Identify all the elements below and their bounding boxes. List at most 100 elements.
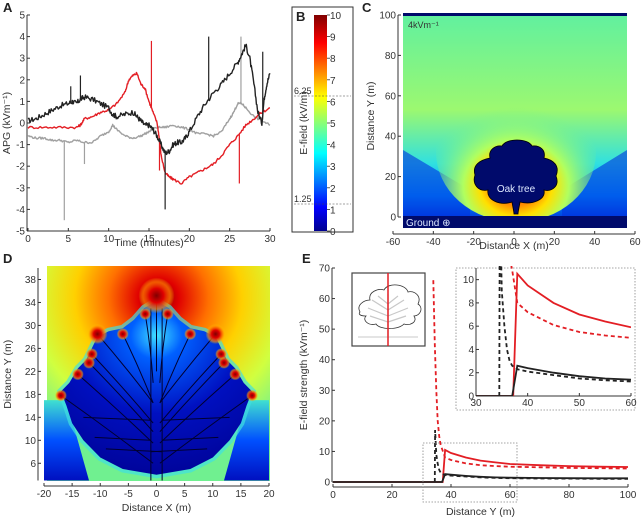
panel-label-e: E <box>302 251 311 266</box>
threshold-label: 1.25 <box>294 194 312 204</box>
tree-branch <box>77 373 154 444</box>
y-tick-label: 100 <box>379 11 396 22</box>
colorbar-tick-label: 8 <box>330 54 336 65</box>
tree-branch <box>162 436 219 441</box>
y-tick-label: 10 <box>319 447 331 458</box>
y-tick-label: 0 <box>390 213 396 224</box>
inset-series-red-solid <box>476 271 631 396</box>
tree-canopy-d <box>60 300 253 475</box>
x-tick-label: -20 <box>37 489 52 500</box>
y-tick-label: 20 <box>319 416 331 427</box>
tree-branch <box>159 373 236 444</box>
y-tick-label: 2 <box>19 75 25 86</box>
tree-branch <box>91 353 154 424</box>
y-tick-label: 22 <box>25 367 37 378</box>
branch-tip-glow <box>246 389 259 402</box>
x-tick-label: -60 <box>386 237 401 248</box>
y-tick-label: 80 <box>385 51 397 62</box>
series-line-black-dashed <box>433 429 629 483</box>
y-tick-label: -4 <box>16 205 25 216</box>
tree-branch <box>88 362 154 433</box>
colorbar-tick-label: 10 <box>330 11 342 22</box>
tree-branch <box>105 448 163 453</box>
colorbar-tick-label: 6 <box>330 97 336 108</box>
inset-y-tick-label: 10 <box>463 275 475 286</box>
x-tick-label: 60 <box>504 490 516 501</box>
panel-d: D -20 -15 -10 -5 0 5 10 15 20 6 10 14 18 22 26 30 34 38 Di… <box>2 251 275 514</box>
panel-label-d: D <box>3 251 12 266</box>
tree-branch <box>94 436 151 441</box>
y-tick-label: 20 <box>385 172 397 183</box>
x-tick-label: 80 <box>563 490 575 501</box>
colorbar-label: E-field (kV/m) <box>298 91 310 155</box>
branch-tip-glow <box>83 356 95 369</box>
x-tick-label: 0 <box>330 490 336 501</box>
low-field-right <box>224 400 269 481</box>
tree-branch <box>162 416 230 421</box>
tree-branch <box>60 395 154 464</box>
ground-band <box>403 216 627 228</box>
inset-series-red-dashed <box>510 266 631 339</box>
x-tick-label: 40 <box>445 490 457 501</box>
y-tick-label: 70 <box>319 264 331 275</box>
inset-y-tick-label: 4 <box>468 345 474 356</box>
x-tick-label: 15 <box>235 489 247 500</box>
branch-tip-glow <box>54 389 67 402</box>
x-tick-label: 20 <box>263 489 275 500</box>
series-line-red <box>27 71 271 185</box>
ground-label: Ground ⊕ <box>406 218 451 229</box>
y-tick-label: 5 <box>19 11 25 22</box>
branch-tip-glow <box>116 328 129 341</box>
inset-y-tick-label: 0 <box>468 392 474 403</box>
tree-branch <box>144 313 154 383</box>
inset-x-tick-label: 40 <box>522 398 534 409</box>
branch-tip-glow <box>184 328 197 341</box>
y-tick-label: 38 <box>25 275 37 286</box>
y-tick-label: 10 <box>25 436 37 447</box>
x-tick-label: 25 <box>224 234 236 245</box>
x-tick-label: 0 <box>25 234 31 245</box>
threshold-label: 6.25 <box>294 86 312 96</box>
branch-tip-glow <box>161 307 174 320</box>
x-axis-label: Time (minutes) <box>114 237 184 249</box>
tree-branch <box>159 395 253 464</box>
y-tick-label: 1 <box>19 97 25 108</box>
series-line-black <box>27 43 271 156</box>
colorbar-tick-label: 1 <box>330 205 336 216</box>
branch-tip-glow <box>71 368 84 381</box>
zoom-region-box <box>422 442 518 503</box>
colorbar-tick-label: 2 <box>330 184 336 195</box>
x-axis-label: Distance X (m) <box>479 240 548 252</box>
panel-b-colorbar: B 0 1 2 3 4 5 6 7 8 9 10 6.25 1.25 E-field (kV/m) <box>291 6 354 238</box>
y-tick-label: 0 <box>19 119 25 130</box>
x-tick-label: -15 <box>65 489 80 500</box>
y-tick-label: 40 <box>385 132 397 143</box>
panel-label-c: C <box>362 0 372 15</box>
y-tick-label: 34 <box>25 298 37 309</box>
x-tick-label: -5 <box>124 489 133 500</box>
x-tick-label: -20 <box>466 237 481 248</box>
x-tick-label: 5 <box>182 489 188 500</box>
x-tick-label: 10 <box>103 234 115 245</box>
low-field-right <box>562 150 627 216</box>
low-field-left <box>44 400 89 481</box>
low-field-left <box>403 150 470 216</box>
tree-branch <box>83 416 151 421</box>
branch-tip-glow <box>205 324 226 345</box>
branch-tip-glow <box>138 277 175 314</box>
inset-x-tick-label: 30 <box>470 398 482 409</box>
colorbar-tick-label: 5 <box>330 119 336 130</box>
y-tick-label: 40 <box>319 355 331 366</box>
branch-tip-glow <box>87 324 108 345</box>
y-tick-label: -1 <box>16 140 25 151</box>
y-axis-label: Distance Y (m) <box>2 340 14 409</box>
x-tick-label: 20 <box>549 237 561 248</box>
background-field-label: 4kVm⁻¹ <box>408 20 439 30</box>
x-tick-label: 20 <box>386 490 398 501</box>
y-tick-label: 0 <box>324 478 330 489</box>
x-tick-label: 60 <box>629 237 641 248</box>
y-tick-label: 6 <box>30 459 36 470</box>
panel-label-b: B <box>296 9 305 24</box>
y-tick-label: 60 <box>319 294 331 305</box>
